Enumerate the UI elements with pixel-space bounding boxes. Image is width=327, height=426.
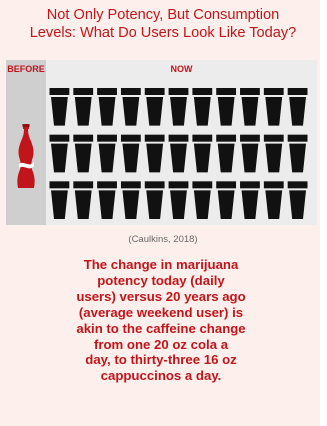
infographic-card: Not Only Potency, But Consumption Levels… bbox=[0, 0, 320, 426]
coffee-cup-icon bbox=[73, 181, 94, 219]
coffee-cup-icon bbox=[49, 134, 70, 173]
message-line: akin to the caffeine change bbox=[76, 320, 246, 336]
coffee-cup-icon bbox=[263, 134, 284, 173]
coffee-cup-icon bbox=[97, 134, 117, 173]
coffee-cup-icon bbox=[263, 181, 284, 219]
comparison-graphic: BEFORE NOW bbox=[6, 60, 317, 225]
coffee-cup-icon bbox=[192, 134, 213, 173]
coffee-cup-icon bbox=[144, 88, 165, 126]
key-message: The change in marijuana potency today (d… bbox=[18, 257, 304, 384]
coffee-cup-icon bbox=[168, 181, 189, 219]
coffee-cup-icon bbox=[144, 134, 165, 173]
coffee-cup-icon bbox=[73, 88, 94, 126]
message-line: day, to thirty-three 16 oz bbox=[85, 352, 237, 368]
message-line: users) versus 20 years ago bbox=[76, 288, 246, 304]
coffee-cup-icon bbox=[192, 88, 213, 126]
cola-bottle-icon bbox=[17, 124, 35, 188]
coffee-cup-icon bbox=[192, 181, 213, 219]
message-line: potency today (daily bbox=[97, 272, 225, 288]
coffee-cup-icon bbox=[240, 181, 260, 219]
coffee-cup-icon bbox=[49, 88, 70, 126]
coffee-cup-icon bbox=[216, 88, 237, 126]
coffee-cup-icon bbox=[73, 134, 94, 173]
message-line: The change in marijuana bbox=[83, 257, 239, 272]
coffee-cup-icon bbox=[287, 88, 308, 126]
coffee-cup-icon bbox=[120, 181, 141, 219]
coffee-cup-icon bbox=[216, 181, 237, 219]
title-line-1: Not Only Potency, But Consumption bbox=[46, 7, 280, 23]
coffee-cups-grid bbox=[49, 88, 308, 219]
coffee-cup-icon bbox=[144, 181, 165, 219]
message-line: (average weekend user) is bbox=[78, 304, 244, 320]
coffee-cup-icon bbox=[240, 134, 260, 173]
coffee-cup-icon bbox=[49, 181, 70, 219]
coffee-cup-icon bbox=[240, 88, 260, 126]
coffee-cup-icon bbox=[120, 134, 141, 173]
coffee-cup-icon bbox=[168, 134, 189, 173]
coffee-cup-icon bbox=[216, 134, 237, 173]
now-label: NOW bbox=[170, 64, 193, 74]
title-line-2: Levels: What Do Users Look Like Today? bbox=[29, 25, 297, 41]
coffee-cup-icon bbox=[168, 88, 189, 126]
coffee-cup-icon bbox=[97, 88, 117, 126]
citation: (Caulkins, 2018) bbox=[128, 234, 198, 245]
coffee-cup-icon bbox=[287, 134, 308, 173]
coffee-cup-icon bbox=[97, 181, 117, 219]
coffee-cup-icon bbox=[287, 181, 308, 219]
message-line: cappuccinos a day. bbox=[100, 368, 222, 384]
page-title: Not Only Potency, But Consumption Levels… bbox=[4, 6, 322, 42]
before-label: BEFORE bbox=[7, 64, 45, 74]
message-line: from one 20 oz cola a bbox=[93, 336, 229, 352]
coffee-cup-icon bbox=[120, 88, 141, 126]
coffee-cup-icon bbox=[263, 88, 284, 126]
before-panel: BEFORE bbox=[6, 60, 46, 225]
